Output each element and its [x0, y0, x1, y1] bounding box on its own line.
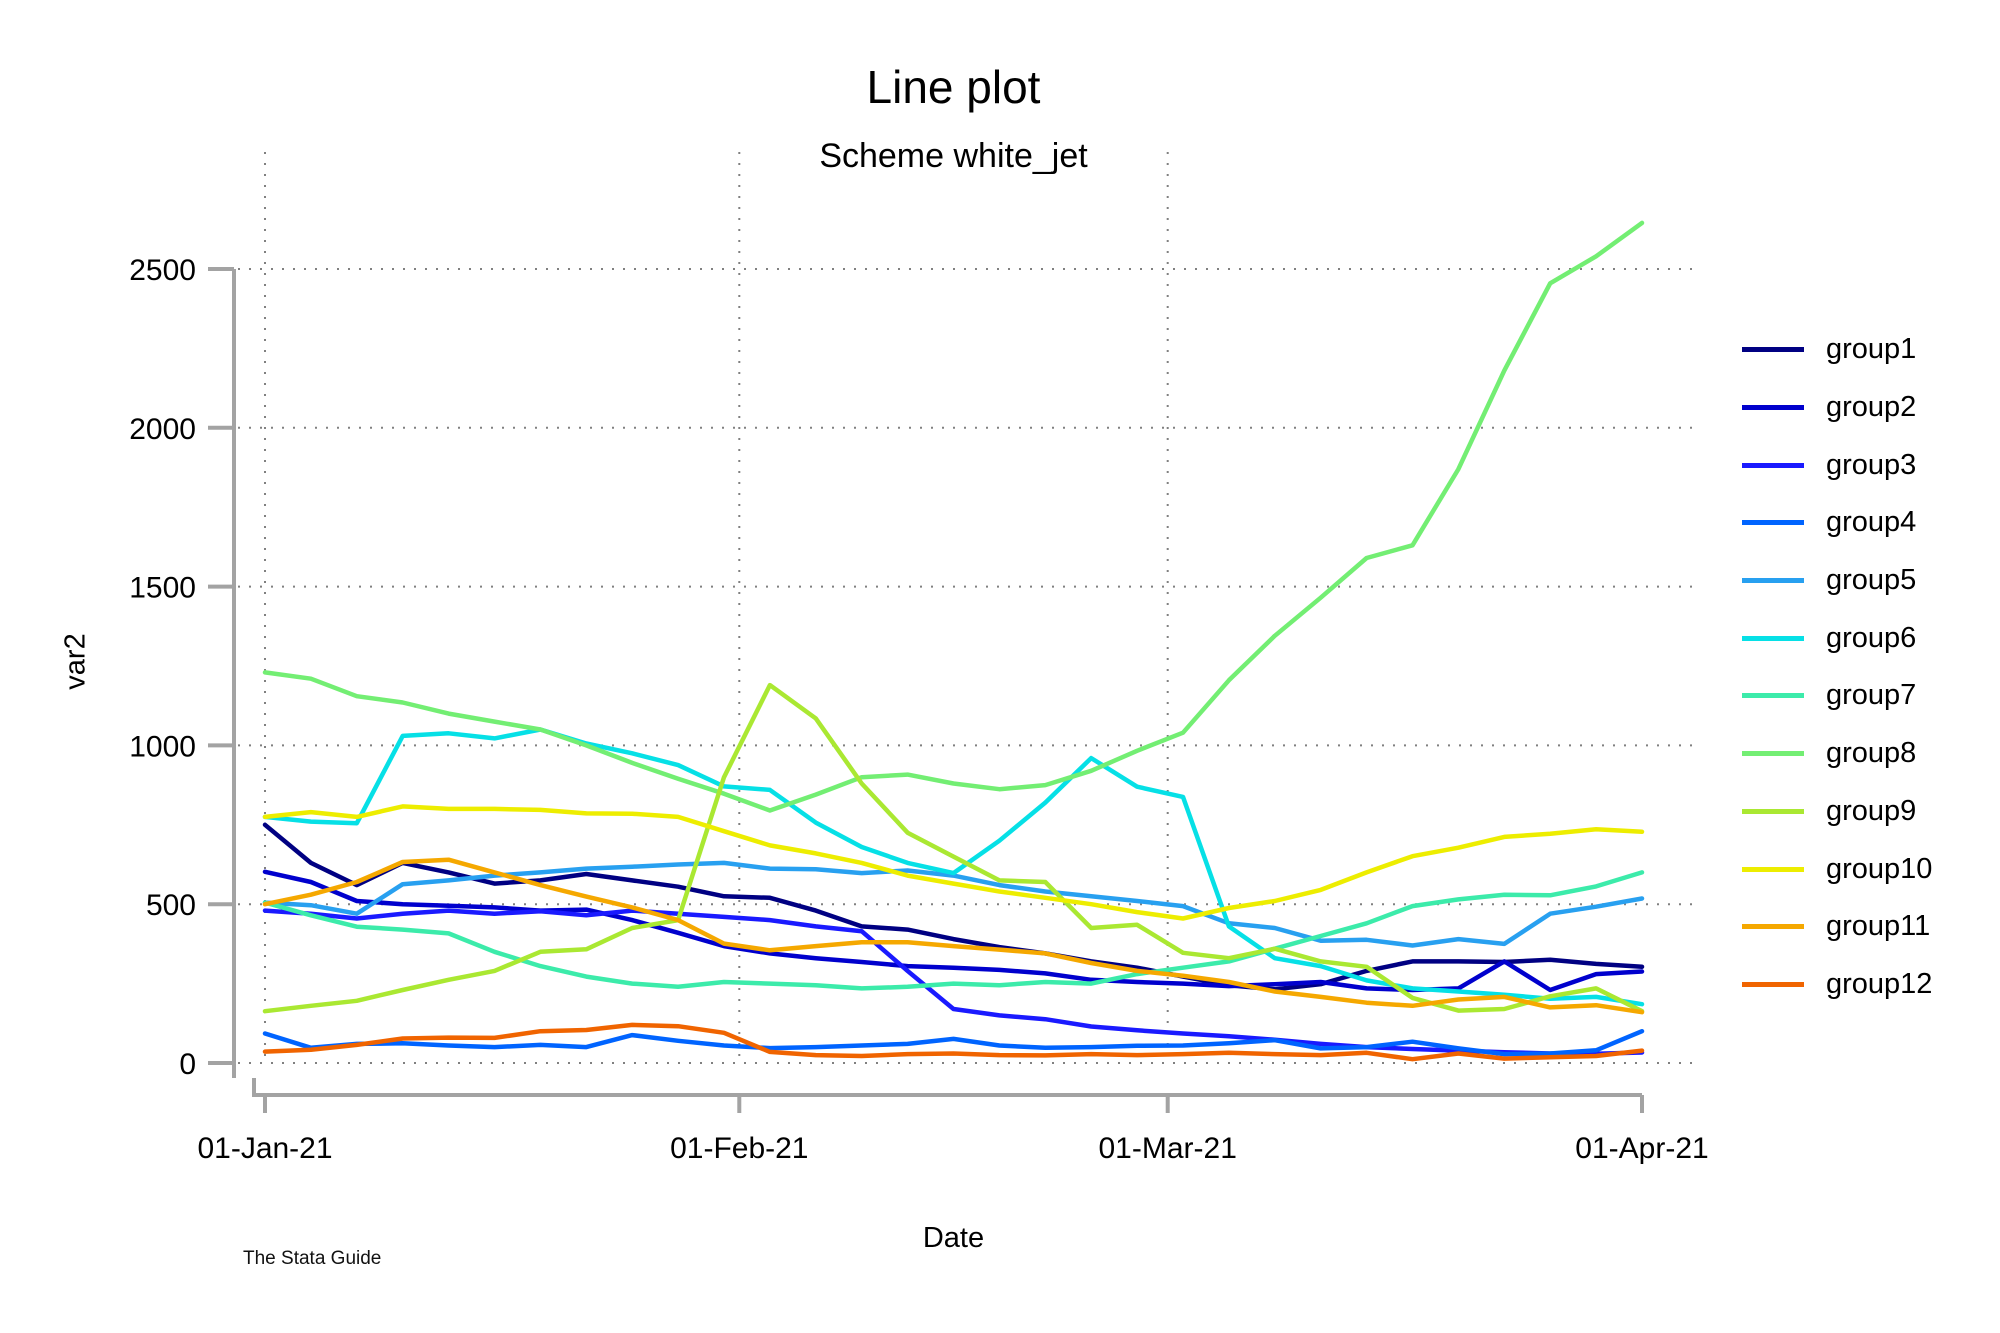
- legend-swatch-group9: [1742, 808, 1804, 814]
- y-tick-label: 1500: [129, 572, 196, 605]
- legend-label: group10: [1826, 852, 1933, 885]
- legend-label: group5: [1826, 564, 1917, 597]
- legend-label: group11: [1826, 910, 1931, 943]
- series-line-group2: [262, 869, 1645, 993]
- legend-label: group6: [1826, 621, 1917, 654]
- legend-swatch-group11: [1742, 924, 1804, 930]
- x-tick-label: 01-Jan-21: [197, 1132, 332, 1165]
- series-line-group6: [262, 727, 1645, 1007]
- legend-item-group3: group3: [1742, 436, 1932, 494]
- legend-label: group8: [1826, 737, 1917, 770]
- y-tick-label: 2000: [129, 413, 196, 446]
- series-line-group3: [262, 908, 1645, 1057]
- legend-item-group12: group12: [1742, 956, 1932, 1014]
- x-tick-label: 01-Apr-21: [1575, 1132, 1708, 1165]
- gridlines: [238, 152, 1700, 1064]
- x-axis-line: [252, 1078, 1642, 1097]
- chart-caption: The Stata Guide: [243, 1248, 382, 1269]
- series-line-group8: [262, 220, 1645, 813]
- legend-label: group12: [1826, 967, 1933, 1000]
- legend-item-group1: group1: [1742, 321, 1932, 379]
- chart-legend: group1 group2 group3 group4 group5 group6 grou…: [1742, 321, 1932, 1013]
- legend-item-group6: group6: [1742, 609, 1932, 667]
- legend-label: group7: [1826, 679, 1917, 712]
- y-tick-label: 1000: [129, 730, 196, 763]
- series-lines: [262, 220, 1645, 1062]
- series-line-group4: [262, 1028, 1645, 1057]
- legend-item-group2: group2: [1742, 379, 1932, 437]
- legend-swatch-group1: [1742, 347, 1804, 353]
- legend-item-group9: group9: [1742, 783, 1932, 841]
- series-line-group7: [262, 870, 1645, 991]
- legend-swatch-group8: [1742, 751, 1804, 757]
- axes: [208, 267, 1644, 1113]
- legend-item-group10: group10: [1742, 840, 1932, 898]
- legend-swatch-group10: [1742, 866, 1804, 872]
- chart-subtitle: Scheme white_jet: [819, 137, 1088, 175]
- legend-label: group1: [1826, 333, 1917, 366]
- legend-label: group9: [1826, 794, 1917, 827]
- series-line-group12: [262, 1022, 1645, 1062]
- legend-item-group11: group11: [1742, 898, 1932, 956]
- legend-swatch-group2: [1742, 405, 1804, 411]
- series-line-group5: [262, 860, 1645, 948]
- legend-swatch-group6: [1742, 635, 1804, 641]
- legend-item-group7: group7: [1742, 667, 1932, 725]
- legend-swatch-group12: [1742, 981, 1804, 987]
- legend-swatch-group3: [1742, 462, 1804, 468]
- legend-item-group5: group5: [1742, 552, 1932, 610]
- series-line-group9: [262, 682, 1645, 1014]
- y-tick-label: 2500: [129, 254, 196, 287]
- legend-swatch-group4: [1742, 520, 1804, 526]
- legend-swatch-group7: [1742, 693, 1804, 699]
- x-tick-label: 01-Feb-21: [670, 1132, 808, 1165]
- y-tick-label: 0: [179, 1048, 196, 1081]
- series-line-group10: [262, 804, 1645, 921]
- legend-item-group4: group4: [1742, 494, 1932, 552]
- series-line-group1: [262, 822, 1645, 992]
- y-tick-label: 500: [146, 889, 196, 922]
- legend-label: group3: [1826, 448, 1917, 481]
- legend-item-group8: group8: [1742, 725, 1932, 783]
- chart-title: Line plot: [866, 61, 1041, 113]
- series-line-group11: [262, 857, 1645, 1015]
- legend-label: group4: [1826, 506, 1917, 539]
- x-axis-title: Date: [922, 1222, 985, 1254]
- legend-swatch-group5: [1742, 578, 1804, 584]
- x-tick-label: 01-Mar-21: [1099, 1132, 1237, 1165]
- legend-label: group2: [1826, 391, 1917, 424]
